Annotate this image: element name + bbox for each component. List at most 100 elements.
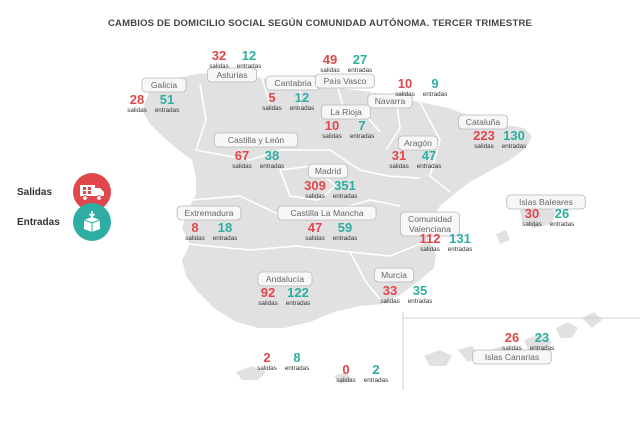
- canary-inset-frame: [402, 312, 640, 390]
- entradas-value: 23: [535, 330, 549, 345]
- salidas-label: salidas: [502, 345, 522, 352]
- region-madrid: Madrid 309 351 salidas entradas: [304, 163, 358, 200]
- salidas-value: 31: [392, 148, 406, 163]
- entradas-label: entradas: [423, 91, 448, 98]
- entradas-value: 9: [431, 76, 438, 91]
- melilla-shape: [334, 372, 352, 384]
- region-murcia: Murcia 33 35 salidas entradas: [373, 267, 433, 305]
- region-border-9: [187, 239, 431, 257]
- region-name: Madrid: [315, 166, 341, 176]
- region-name: Asturias: [216, 70, 247, 80]
- salidas-value: 223: [473, 128, 495, 143]
- region-name: Castilla La Mancha: [290, 208, 363, 218]
- map-land: [142, 72, 602, 384]
- canary-4-shape: [524, 334, 552, 352]
- entradas-value: 35: [413, 283, 427, 298]
- region-name-box: [506, 194, 586, 210]
- region-name: La Rioja: [330, 107, 362, 117]
- region-name-box: [397, 135, 439, 151]
- region-name: Galicia: [151, 80, 177, 90]
- salidas-value: 5: [268, 90, 275, 105]
- entradas-label: entradas: [333, 193, 358, 200]
- region-name-box: [457, 114, 508, 130]
- salidas-value: 28: [130, 92, 144, 107]
- region-name: Comunidad: [408, 214, 452, 224]
- region-region-18: 0 2 salidas entradas: [336, 362, 388, 384]
- region-castilla-la-mancha: Castilla La Mancha 47 59 salidas entradas: [277, 205, 377, 242]
- region-name-box: [176, 205, 242, 221]
- region-border-7: [195, 149, 421, 179]
- salidas-value: 47: [308, 220, 322, 235]
- canary-1-shape: [424, 350, 452, 366]
- salidas-label: salidas: [185, 235, 205, 242]
- entradas-value: 122: [287, 285, 309, 300]
- entradas-value: 130: [503, 128, 525, 143]
- canary-5-shape: [556, 322, 578, 338]
- entradas-value: 18: [218, 220, 232, 235]
- entradas-label: entradas: [417, 163, 442, 170]
- entradas-value: 7: [358, 118, 365, 133]
- salidas-label: salidas: [305, 193, 325, 200]
- region-name-box: [320, 104, 371, 120]
- legend-entradas-label: Entradas: [17, 216, 60, 228]
- chart-title: CAMBIOS DE DOMICILIO SOCIAL SEGÚN COMUNI…: [107, 18, 533, 29]
- salidas-value: 67: [235, 148, 249, 163]
- entradas-label: entradas: [502, 143, 527, 150]
- entradas-label: entradas: [285, 365, 310, 372]
- region-navarra: Navarra 10 9 salidas entradas: [367, 76, 448, 109]
- region-name: Castilla y León: [228, 135, 285, 145]
- entradas-label: entradas: [155, 107, 180, 114]
- region-border-1: [261, 77, 271, 105]
- region-border-11: [349, 251, 385, 305]
- entradas-label: entradas: [550, 221, 575, 228]
- region-islas-canarias: Islas Canarias 26 23 salidas entradas: [472, 330, 555, 365]
- salidas-value: 49: [323, 52, 337, 67]
- region-galicia: Galicia 28 51 salidas entradas: [127, 77, 187, 114]
- region-name-box: [141, 77, 187, 93]
- region-name: Cantabria: [274, 78, 311, 88]
- region-name: Islas Baleares: [519, 197, 573, 207]
- region-border-10: [278, 165, 338, 201]
- region-name-box: [373, 267, 415, 283]
- salidas-label: salidas: [258, 300, 278, 307]
- salidas-label: salidas: [320, 67, 340, 74]
- baleares-mallorca-shape: [520, 204, 556, 228]
- region-name-box: [206, 67, 257, 83]
- salidas-value: 30: [525, 206, 539, 221]
- region-name: País Vasco: [324, 76, 367, 86]
- region-border-0: [195, 83, 207, 151]
- region-name-box: [400, 211, 460, 237]
- salidas-label: salidas: [380, 298, 400, 305]
- region-name: Murcia: [381, 270, 407, 280]
- entradas-label: entradas: [290, 105, 315, 112]
- salidas-label: salidas: [395, 91, 415, 98]
- salidas-value: 112: [420, 231, 441, 246]
- entradas-value: 38: [265, 148, 279, 163]
- region-name: Islas Canarias: [485, 352, 539, 362]
- box-delivery-icon: [73, 203, 111, 241]
- entradas-label: entradas: [408, 298, 433, 305]
- salidas-label: salidas: [232, 163, 252, 170]
- entradas-value: 59: [338, 220, 352, 235]
- salidas-label: salidas: [209, 63, 229, 70]
- salidas-value: 10: [398, 76, 412, 91]
- entradas-label: entradas: [530, 345, 555, 352]
- salidas-label: salidas: [522, 221, 542, 228]
- salidas-value: 309: [304, 178, 326, 193]
- region-name-box: [277, 205, 377, 221]
- salidas-value: 0: [342, 362, 349, 377]
- region-name-box: [213, 132, 299, 148]
- entradas-value: 8: [293, 350, 300, 365]
- salidas-value: 2: [263, 350, 270, 365]
- region-name: Valenciana: [409, 224, 451, 234]
- salidas-label: salidas: [322, 133, 342, 140]
- region-castilla-y-leon: Castilla y León 67 38 salidas entradas: [213, 132, 299, 170]
- entradas-label: entradas: [260, 163, 285, 170]
- salidas-value: 32: [212, 48, 226, 63]
- canary-islands-inset: [402, 312, 640, 390]
- salidas-value: 26: [505, 330, 519, 345]
